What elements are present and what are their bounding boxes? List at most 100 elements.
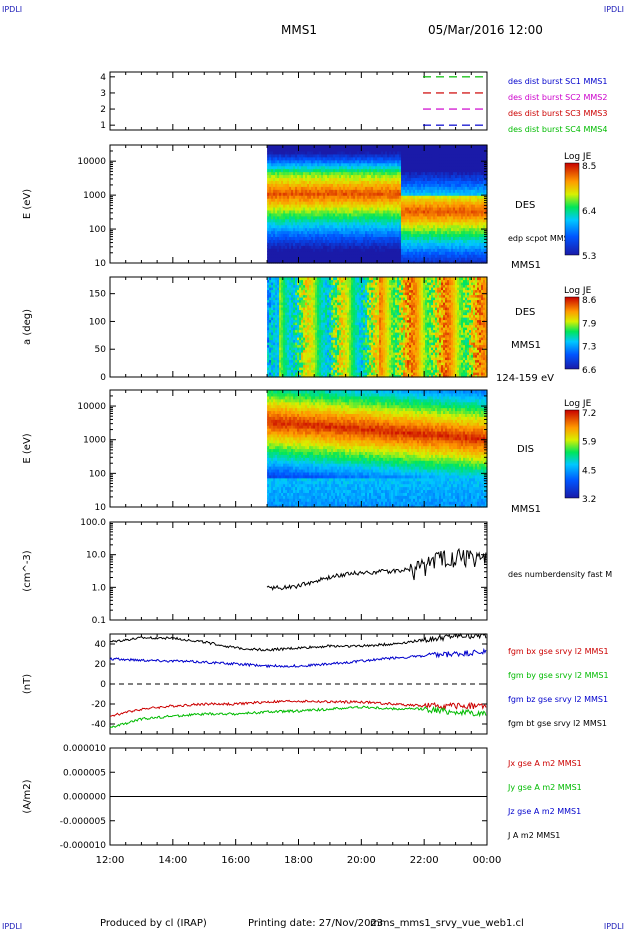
spectro-cell [301,174,304,179]
spectro-cell [289,195,292,199]
spectro-cell [395,189,398,193]
spectro-cell [455,254,458,258]
spectro-cell [363,230,366,235]
spectro-cell [445,171,448,176]
spectro-cell [343,171,346,176]
spectro-cell [343,192,346,196]
spectro-cell [345,221,348,226]
spectro-cell [411,186,414,190]
spectro-cell [453,189,456,193]
spectro-cell [441,212,444,217]
spectro-cell [381,186,384,190]
spectro-cell [285,257,288,261]
spectro-cell [353,168,356,173]
spectro-cell [407,165,410,170]
spectro-cell [457,236,460,240]
spectro-cell [371,189,374,193]
spectro-cell [281,165,284,170]
spectro-cell [435,224,438,229]
spectro-cell [317,153,320,158]
spectro-cell [335,183,338,187]
spectro-cell [297,183,300,187]
spectro-cell [353,183,356,187]
spectro-cell [399,189,402,193]
spectro-cell [429,183,432,187]
spectro-cell [421,165,424,170]
spectro-cell [271,153,274,158]
spectro-cell [417,174,420,179]
spectro-cell [413,171,416,176]
spectro-cell [449,215,452,220]
spectro-cell [431,153,434,158]
spectro-cell [267,218,270,223]
spectro-cell [353,162,356,167]
spectro-cell [399,251,402,255]
spectro-cell [437,156,440,161]
spectro-cell [359,171,362,176]
spectro-cell [375,260,378,264]
spectro-cell [317,227,320,232]
spectro-cell [301,254,304,258]
spectro-cell [359,245,362,249]
spectro-cell [449,212,452,217]
spectro-cell [319,248,322,252]
spectro-cell [367,206,370,211]
spectro-cell [429,251,432,255]
spectro-cell [309,221,312,226]
spectro-cell [383,260,386,264]
spectro-cell [367,153,370,158]
spectro-cell [315,206,318,211]
spectro-cell [431,171,434,176]
spectro-cell [439,248,442,252]
spectro-cell [315,239,318,243]
spectro-cell [409,168,412,173]
spectro-cell [455,177,458,181]
spectro-cell [351,204,354,208]
spectro-cell [309,227,312,232]
spectro-cell [325,242,328,246]
spectro-cell [429,165,432,170]
spectro-cell [345,248,348,252]
spectro-cell [333,224,336,229]
spectro-cell [451,168,454,173]
spectro-cell [397,180,400,184]
spectro-cell [309,201,312,205]
spectro-cell [365,195,368,199]
spectro-cell [419,165,422,170]
spectro-cell [403,150,406,155]
spectro-cell [339,233,342,238]
spectro-cell [359,254,362,258]
spectro-cell [435,204,438,208]
spectro-cell [295,189,298,193]
spectro-cell [425,239,428,243]
spectro-cell [281,224,284,229]
spectro-cell [403,212,406,217]
spectro-cell [319,239,322,243]
spectro-cell [441,221,444,226]
spectro-cell [307,227,310,232]
spectro-cell [391,254,394,258]
spectro-cell [375,209,378,214]
spectro-cell [375,215,378,220]
spectro-cell [273,215,276,220]
spectro-cell [443,224,446,229]
spectro-cell [379,147,382,152]
spectro-cell [269,177,272,181]
spectro-cell [329,215,332,220]
spectro-cell [339,209,342,214]
spectro-cell [401,212,404,217]
spectro-cell [305,183,308,187]
spectro-cell [311,177,314,181]
panel-1-tick-label: 2 [100,105,106,115]
spectro-cell [387,212,390,217]
spectro-cell [423,236,426,240]
spectro-cell [397,206,400,211]
spectro-cell [381,162,384,167]
spectro-cell [333,227,336,232]
spectro-cell [311,195,314,199]
spectro-cell [343,242,346,246]
spectro-cell [301,212,304,217]
spectro-cell [449,156,452,161]
spectro-cell [367,245,370,249]
spectro-cell [311,224,314,229]
